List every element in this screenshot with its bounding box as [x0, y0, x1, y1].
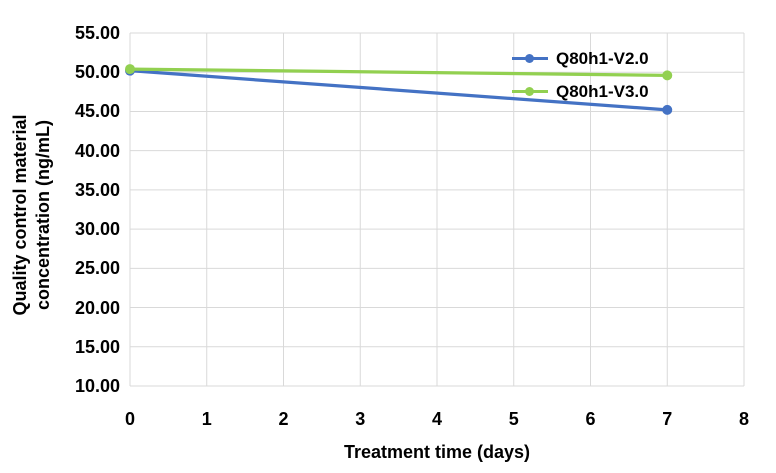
series-line-Q80h1-V2.0: [129, 69, 668, 112]
x-tick-label: 4: [431, 409, 442, 429]
y-tick-label: 15.00: [74, 336, 120, 357]
legend-label: Q80h1-V2.0: [556, 48, 649, 68]
data-point-marker-Q80h1-V2.0: [662, 104, 673, 115]
y-tick-label: 45.00: [74, 101, 120, 122]
x-tick-label: 8: [738, 409, 749, 429]
y-tick-label: 25.00: [74, 258, 120, 279]
legend-item-Q80h1-V3.0: Q80h1-V3.0: [512, 79, 649, 104]
y-tick-label: 35.00: [74, 179, 120, 200]
series-line-Q80h1-V3.0: [129, 67, 668, 77]
legend-label: Q80h1-V3.0: [556, 81, 649, 101]
x-tick-label: 6: [585, 409, 596, 429]
x-tick-label: 1: [201, 409, 212, 429]
y-axis-title: Quality control material concentration (…: [10, 114, 53, 316]
y-tick-label: 20.00: [74, 297, 120, 318]
y-tick-label: 50.00: [74, 62, 120, 83]
data-point-marker-Q80h1-V3.0: [125, 64, 135, 75]
x-tick-label: 5: [508, 409, 519, 429]
legend: Q80h1-V2.0 Q80h1-V3.0: [512, 46, 649, 112]
legend-line-marker-icon: [512, 53, 548, 64]
y-tick-label: 30.00: [74, 219, 120, 240]
legend-line-marker-icon: [512, 86, 548, 97]
x-tick-label: 7: [662, 409, 673, 429]
legend-item-Q80h1-V2.0: Q80h1-V2.0: [512, 46, 649, 71]
x-tick-label: 3: [355, 409, 366, 429]
x-axis-title: Treatment time (days): [343, 442, 531, 462]
y-tick-label: 55.00: [74, 23, 120, 43]
y-tick-label: 10.00: [74, 376, 120, 396]
data-point-marker-Q80h1-V3.0: [662, 70, 673, 81]
y-tick-label: 40.00: [74, 140, 120, 161]
x-tick-label: 2: [278, 409, 289, 429]
x-tick-label: 0: [124, 409, 135, 429]
